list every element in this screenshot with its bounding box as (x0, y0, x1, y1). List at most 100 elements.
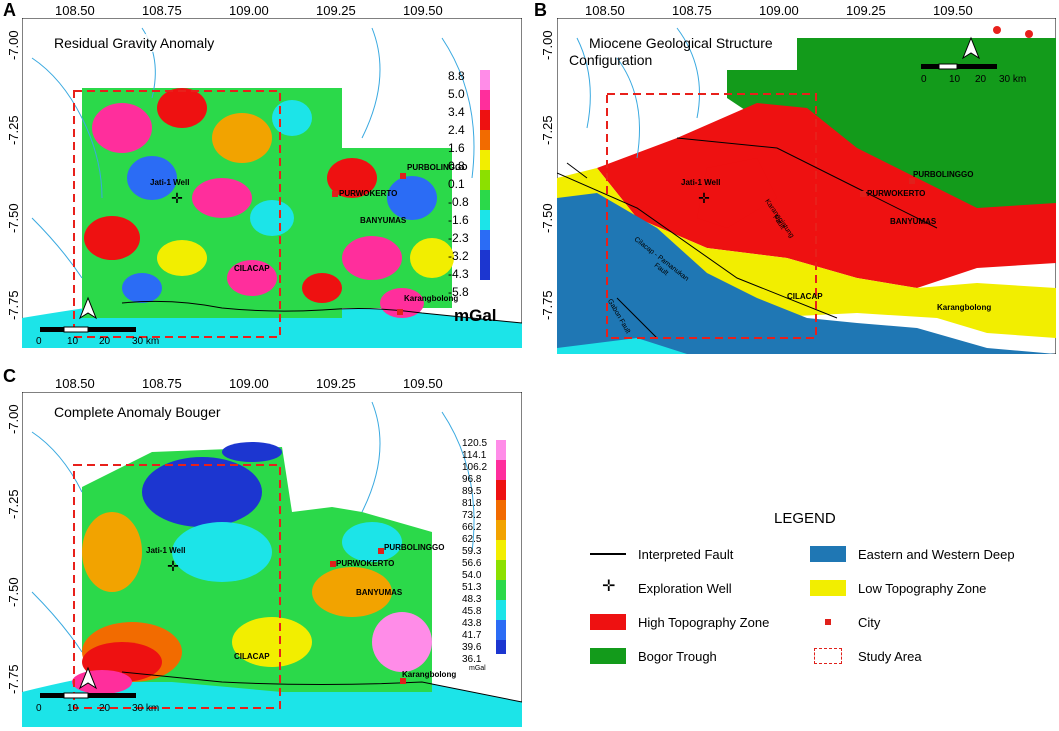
label-karangbolong: Karangbolong (404, 294, 459, 303)
scale-bar (40, 326, 136, 333)
panel-a-title: Residual Gravity Anomaly (50, 34, 219, 52)
legend-item-high-topo: High Topography Zone (590, 612, 769, 632)
legend-label: Exploration Well (638, 580, 732, 596)
legend-label: Eastern and Western Deep (858, 546, 1015, 562)
well-icon: ✛ (167, 559, 179, 575)
panel-c-colorbar (496, 440, 506, 654)
panel-c-map: Complete Anomaly Bouger 120.5 114.1 106.… (22, 392, 522, 727)
label-banyumas: BANYUMAS (890, 217, 937, 226)
label-karangbolong: Karangbolong (402, 670, 457, 679)
scale-b-3: 30 km (999, 74, 1027, 85)
label-banyumas: BANYUMAS (356, 588, 403, 597)
cb-a-6: 0.1 (448, 177, 465, 191)
cb-c-2: 106.2 (462, 462, 488, 473)
c-x-tick-3: 109.25 (316, 376, 356, 391)
label-cilacap: CILACAP (787, 292, 823, 301)
city-purwokerto (860, 191, 866, 197)
c-x-tick-0: 108.50 (55, 376, 95, 391)
legend-item-low-topo: Low Topography Zone (810, 578, 986, 598)
legend-label: Study Area (858, 648, 922, 664)
c-y-tick-1: -7.25 (6, 489, 21, 519)
study-area-box (73, 90, 281, 338)
north-arrow (961, 36, 981, 60)
cb-a-3: 2.4 (448, 123, 465, 137)
cb-c-16: 41.7 (462, 630, 482, 641)
panel-b-title-1: Miocene Geological Structure (589, 35, 773, 51)
well-icon: ✛ (171, 191, 183, 207)
c-x-tick-1: 108.75 (142, 376, 182, 391)
cb-a-10: -3.2 (448, 249, 469, 263)
a-y-tick-3: -7.75 (6, 290, 21, 320)
study-area-box (73, 464, 281, 709)
scale-bar (921, 63, 997, 70)
cb-c-15: 43.8 (462, 618, 482, 629)
label-cilacap: CILACAP (234, 264, 270, 273)
cb-a-1: 5.0 (448, 87, 465, 101)
c-y-tick-0: -7.00 (6, 404, 21, 434)
a-x-tick-3: 109.25 (316, 3, 356, 18)
bogor-swatch-icon (590, 648, 626, 664)
cb-a-11: -4.3 (448, 267, 469, 281)
c-x-tick-2: 109.00 (229, 376, 269, 391)
cb-a-5: 0.8 (448, 159, 465, 173)
panel-a-map-svg (22, 18, 522, 348)
deep-swatch-icon (810, 546, 846, 562)
cb-c-3: 96.8 (462, 474, 482, 485)
cb-a-8: -1.6 (448, 213, 469, 227)
label-purbolinggo: PURBOLINGGO (407, 163, 468, 172)
b-x-tick-1: 108.75 (672, 3, 712, 18)
cb-c-7: 66.2 (462, 522, 482, 533)
legend-label: City (858, 614, 881, 630)
legend-item-bogor: Bogor Trough (590, 646, 717, 666)
panel-c-letter: C (3, 366, 16, 386)
panel-a-letter: A (3, 0, 16, 20)
scale-c-0: 0 (36, 703, 42, 714)
panel-b-letter: B (534, 0, 547, 20)
faults (557, 137, 938, 339)
cb-c-9: 59.3 (462, 546, 482, 557)
cb-a-12: -5.8 (448, 285, 469, 299)
panel-c-title: Complete Anomaly Bouger (50, 403, 225, 421)
b-y-tick-2: -7.50 (540, 203, 555, 233)
label-jati: Jati-1 Well (146, 546, 186, 555)
label-purbolinggo: PURBOLINGGO (384, 543, 445, 552)
cb-c-18: 36.1 (462, 654, 482, 665)
c-x-tick-4: 109.50 (403, 376, 443, 391)
label-banyumas: BANYUMAS (360, 216, 407, 225)
label-karangbolong: Karangbolong (937, 303, 992, 312)
cb-a-9: -2.3 (448, 231, 469, 245)
panel-b-title-2: Configuration (569, 52, 653, 68)
a-y-tick-1: -7.25 (6, 115, 21, 145)
b-y-tick-0: -7.00 (540, 30, 555, 60)
cb-c-11: 54.0 (462, 570, 482, 581)
label-purwokerto: PURWOKERTO (339, 189, 398, 198)
cb-c-10: 56.6 (462, 558, 482, 569)
scale-b-0: 0 (921, 74, 927, 85)
well-icon: ✛ (602, 576, 616, 595)
b-y-tick-3: -7.75 (540, 290, 555, 320)
city-karangbolong (397, 309, 403, 315)
rivers (576, 27, 700, 159)
legend-label: Interpreted Fault (638, 546, 734, 562)
north-arrow (78, 666, 98, 690)
label-purbolinggo: PURBOLINGGO (913, 170, 974, 179)
scale-bar (40, 692, 136, 699)
cb-a-0: 8.8 (448, 69, 465, 83)
label-purwokerto: PURWOKERTO (336, 559, 395, 568)
b-x-tick-4: 109.50 (933, 3, 973, 18)
a-x-tick-0: 108.50 (55, 3, 95, 18)
panel-c-map-svg (22, 392, 522, 727)
cb-a-4: 1.6 (448, 141, 465, 155)
panel-b-map: Miocene Geological Structure Configurati… (557, 18, 1056, 354)
cb-c-13: 48.3 (462, 594, 482, 605)
cb-c-4: 89.5 (462, 486, 482, 497)
a-y-tick-0: -7.00 (6, 30, 21, 60)
cb-c-8: 62.5 (462, 534, 482, 545)
legend-item-fault: Interpreted Fault (590, 544, 733, 564)
cb-c-6: 73.2 (462, 510, 482, 521)
bouguer-field (72, 442, 432, 694)
scale-a-1: 10 (67, 336, 79, 347)
a-x-tick-4: 109.50 (403, 3, 443, 18)
label-jati: Jati-1 Well (150, 178, 190, 187)
b-y-tick-1: -7.25 (540, 115, 555, 145)
